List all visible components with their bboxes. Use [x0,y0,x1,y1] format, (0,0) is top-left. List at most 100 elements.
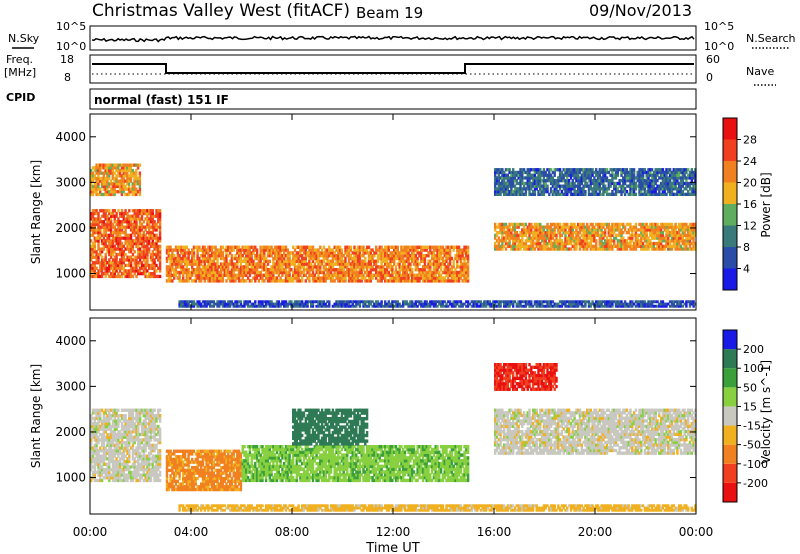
data-cell [620,236,623,240]
data-cell [598,192,601,196]
data-cell [266,254,270,258]
data-cell [452,262,455,266]
data-cell [614,176,618,180]
data-cell [281,254,284,258]
data-cell [690,233,693,237]
data-cell [421,265,425,269]
data-cell [665,225,668,229]
data-cell [584,192,587,196]
data-cell [465,262,468,266]
data-cell [616,170,619,175]
data-cell [402,300,405,304]
data-cell [647,236,650,240]
data-cell [508,241,511,246]
data-cell [400,248,403,252]
data-cell [634,192,638,196]
data-cell [104,214,107,218]
data-cell [584,231,587,235]
data-cell [414,273,417,277]
data-cell [351,262,354,266]
data-cell [403,279,407,283]
data-cell [512,228,515,232]
data-cell [614,236,618,240]
data-cell [255,276,259,280]
data-cell [398,262,401,266]
data-cell [678,190,681,194]
cpid-label: CPID [6,91,35,104]
data-cell [578,179,582,183]
data-cell [257,302,261,306]
data-cell [553,222,556,227]
data-cell [375,265,378,269]
data-cell [679,168,683,172]
data-cell [171,256,174,261]
data-cell [126,214,129,218]
data-cell [259,270,262,275]
data-cell [219,276,223,280]
data-cell [595,190,598,194]
data-cell [252,270,255,275]
data-cell [115,269,118,273]
data-cell [593,176,596,180]
data-cell [120,247,124,251]
data-cell [131,187,134,191]
data-cell [526,225,529,229]
data-cell [394,251,398,255]
data-cell [436,259,439,263]
data-cell [241,245,244,249]
data-cell [367,251,371,255]
data-cell [106,261,109,265]
data-cell [629,247,632,251]
data-cell [129,214,133,218]
data-cell [611,244,614,248]
data-cell [288,262,291,266]
data-cell [210,270,214,275]
data-cell [681,228,684,232]
data-cell [690,192,693,196]
data-cell [104,266,107,270]
data-cell [611,228,614,232]
data-cell [611,190,614,194]
data-cell [582,176,585,180]
data-cell [261,254,264,258]
data-cell [519,192,522,196]
data-cell [225,248,228,252]
data-cell [246,251,250,255]
data-cell [375,245,378,249]
data-cell [596,231,600,235]
data-cell [180,251,183,255]
data-cell [566,181,569,186]
data-cell [607,222,610,227]
data-cell [297,256,300,261]
data-cell [254,254,257,258]
data-cell [634,184,638,188]
data-cell [207,265,210,269]
data-cell [494,179,497,183]
data-cell [430,276,434,280]
data-cell [593,187,596,191]
data-cell [564,192,567,196]
data-cell [555,168,558,172]
data-cell [504,181,508,186]
data-cell [652,173,656,177]
data-cell [227,300,230,304]
data-cell [380,276,383,280]
data-cell [214,268,217,272]
data-cell [668,192,672,196]
data-cell [138,187,142,191]
data-cell [416,251,419,255]
data-cell [652,247,656,251]
data-cell [155,211,158,216]
data-cell [537,190,540,194]
data-cell [304,256,307,261]
data-cell [335,304,338,308]
data-cell [528,176,531,180]
data-cell [120,231,124,235]
data-cell [609,168,612,172]
data-cell [546,241,549,246]
data-cell [611,231,614,235]
data-cell [102,187,105,191]
data-cell [158,263,162,268]
data-cell [571,184,574,188]
data-cell [674,184,677,188]
